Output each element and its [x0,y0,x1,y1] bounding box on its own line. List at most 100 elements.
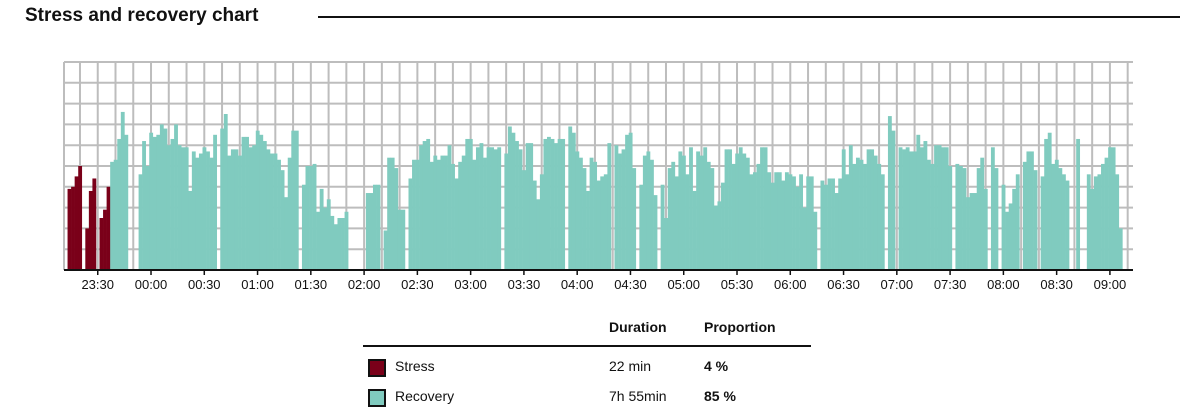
recovery-bar [927,159,931,270]
recovery-bar [934,145,938,270]
chart-title: Stress and recovery chart [25,5,259,26]
recovery-bar [536,199,541,270]
x-tick-label: 01:00 [241,277,274,292]
x-tick-label: 07:00 [881,277,914,292]
recovery-bar [518,149,523,270]
recovery-bar [554,143,558,270]
recovery-bar [887,116,892,270]
recovery-bar [174,124,178,271]
recovery-bar [863,163,867,270]
recovery-bar [461,155,466,270]
recovery-bar [287,157,292,270]
x-tick-label: 06:00 [774,277,807,292]
legend-label: Stress [395,358,435,374]
recovery-bar [525,143,530,270]
recovery-bar [547,136,551,270]
recovery-bar [493,149,498,270]
recovery-bar [1104,157,1109,270]
recovery-bar [799,174,804,270]
recovery-bar [834,193,839,270]
x-tick-label: 08:30 [1040,277,1073,292]
recovery-bar [784,172,789,270]
recovery-bar [191,151,196,270]
recovery-bar [344,211,349,270]
recovery-bar [220,128,225,270]
recovery-bar [163,128,168,270]
recovery-bar [213,134,218,270]
recovery-bar [717,201,722,270]
stress-bar [67,188,72,270]
recovery-bar [618,153,622,270]
recovery-bar [568,126,573,270]
recovery-bar [983,188,988,270]
x-tick-label: 02:00 [348,277,381,292]
recovery-bar [721,182,725,270]
recovery-bar [465,138,470,270]
recovery-bar [206,151,210,270]
recovery-bar [177,145,182,270]
recovery-bar [777,172,782,270]
recovery-bar [1001,184,1006,270]
recovery-bar [642,155,647,270]
recovery-bar [710,168,715,270]
x-tick-label: 07:30 [934,277,967,292]
stress-bar [74,176,79,270]
recovery-bar [841,149,846,270]
recovery-bar [238,155,242,270]
recovery-bar [561,138,566,270]
recovery-bar [596,180,601,270]
recovery-bar [859,159,864,270]
recovery-bar [1022,161,1027,270]
recovery-bar [806,176,811,270]
recovery-bar [1090,188,1095,270]
recovery-bar [728,149,732,270]
recovery-bar [923,141,928,270]
x-tick-label: 08:00 [987,277,1020,292]
recovery-bar [252,145,257,270]
recovery-bar [916,134,921,270]
recovery-bar [234,149,239,270]
recovery-bar [976,168,981,270]
recovery-bar [468,138,473,270]
recovery-bar [870,149,875,270]
recovery-bar [1012,188,1017,270]
recovery-bar [497,147,502,270]
recovery-bar [444,155,448,270]
stress-bar [71,186,75,270]
recovery-bar [170,138,175,270]
recovery-bar [912,151,917,270]
legend-proportion: 85 % [704,388,736,404]
recovery-bar [159,124,164,271]
recovery-bar [600,176,605,270]
recovery-bar [788,174,793,270]
recovery-bar [667,168,672,270]
recovery-bar [301,184,306,270]
x-tick-label: 00:30 [188,277,221,292]
x-tick-label: 03:30 [508,277,541,292]
recovery-bar [269,153,274,270]
recovery-bar [1115,174,1120,270]
recovery-bar [426,138,431,270]
recovery-bar [813,211,818,270]
recovery-bar [614,145,619,270]
recovery-bar [266,149,271,270]
recovery-bar [273,153,278,270]
recovery-bar [429,161,434,270]
recovery-bar [678,151,683,270]
recovery-bar [490,147,495,270]
recovery-bar [919,147,924,270]
stress-bar [88,190,93,270]
recovery-bar [223,114,228,270]
recovery-bar [479,143,484,270]
stress-swatch [368,359,386,377]
recovery-bar [504,153,509,270]
recovery-bar [280,170,285,270]
recovery-bar [458,161,463,270]
recovery-bar [532,180,537,270]
stress-bar [92,178,97,270]
recovery-bar [305,166,310,270]
recovery-bar [653,195,658,270]
stress-bar [85,228,90,270]
recovery-bar [198,153,203,270]
x-tick-label: 04:30 [614,277,647,292]
